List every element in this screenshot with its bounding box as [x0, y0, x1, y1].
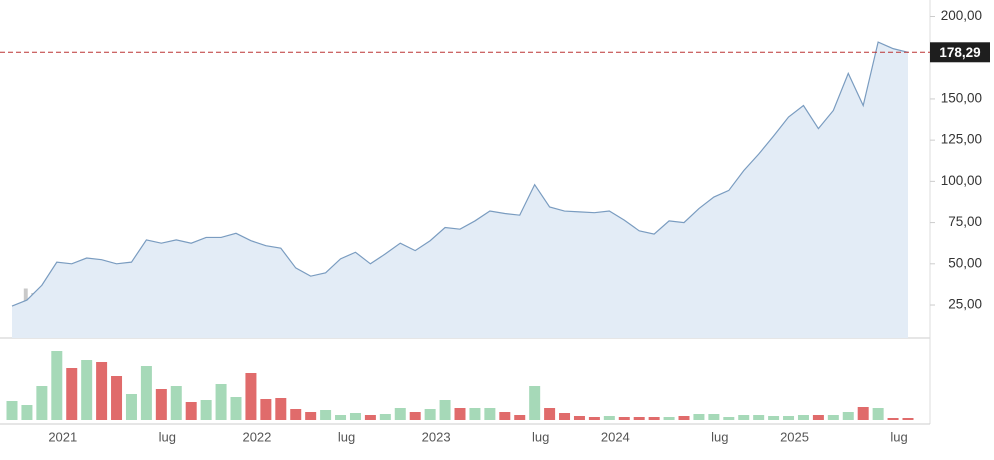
volume-bar [81, 360, 93, 420]
x-tick-label: lug [711, 429, 728, 444]
y-tick-label: 75,00 [948, 214, 982, 229]
volume-bar [469, 408, 481, 420]
volume-bar [230, 397, 242, 420]
volume-bar [349, 413, 361, 420]
x-tick-label: 2023 [422, 429, 451, 444]
x-tick-label: lug [338, 429, 355, 444]
volume-bar [857, 407, 869, 420]
volume-bar [783, 416, 795, 420]
volume-bar [454, 408, 466, 420]
volume-bar [379, 414, 391, 420]
volume-bar [409, 412, 421, 420]
y-tick-label: 125,00 [941, 132, 982, 147]
volume-bar [708, 414, 720, 420]
volume-bar [125, 394, 137, 420]
volume-bar [902, 418, 914, 420]
volume-bar [394, 408, 406, 420]
volume-bar [245, 373, 257, 420]
volume-bar [514, 415, 526, 420]
y-tick-label: 25,00 [948, 297, 982, 312]
x-tick-label: lug [532, 429, 549, 444]
volume-bar [797, 415, 809, 420]
volume-bar [723, 417, 735, 420]
volume-bar [185, 402, 197, 420]
volume-bar [6, 401, 18, 420]
volume-bar [872, 408, 884, 420]
volume-bar [111, 376, 123, 420]
volume-bar [215, 384, 227, 420]
volume-bar [439, 400, 451, 420]
volume-bar [887, 418, 899, 420]
volume-bar [529, 386, 541, 420]
volume-bar [499, 412, 511, 420]
y-tick-label: 100,00 [941, 173, 982, 188]
volume-bar [678, 416, 690, 420]
y-tick-label: 50,00 [948, 255, 982, 270]
price-line [11, 41, 909, 307]
x-tick-label: 2021 [48, 429, 77, 444]
volume-bar [66, 368, 78, 420]
volume-bar [364, 415, 376, 420]
volume-bar [812, 415, 824, 420]
volume-bar [573, 416, 585, 420]
volume-bar [753, 415, 765, 420]
volume-bar [155, 389, 167, 420]
volume-bar [633, 417, 645, 420]
volume-bar [588, 417, 600, 420]
volume-bar [768, 416, 780, 420]
volume-bar [36, 386, 48, 420]
volume-bar [618, 417, 630, 420]
volume-bar [484, 408, 496, 420]
x-tick-label: 2025 [780, 429, 809, 444]
x-tick-label: lug [159, 429, 176, 444]
volume-bar [51, 351, 63, 420]
volume-bar [96, 362, 108, 420]
volume-bar [663, 417, 675, 420]
x-tick-label: lug [890, 429, 907, 444]
volume-bar [320, 410, 332, 420]
volume-bar [648, 417, 660, 420]
volume-bar [305, 412, 317, 420]
volume-bar [827, 415, 839, 420]
volume-bar [842, 412, 854, 420]
volume-bar [260, 399, 272, 420]
volume-bar [290, 409, 302, 420]
volume-bar [200, 400, 212, 420]
volume-bar [693, 414, 705, 420]
volume-bar [738, 415, 750, 420]
x-tick-label: 2024 [601, 429, 630, 444]
volume-bar [603, 416, 615, 420]
volume-bar [275, 398, 287, 420]
volume-bar [544, 408, 556, 420]
volume-bar [21, 405, 33, 420]
y-tick-label: 200,00 [941, 8, 982, 23]
volume-bar [170, 386, 182, 420]
x-tick-label: 2022 [242, 429, 271, 444]
y-tick-label: 150,00 [941, 90, 982, 105]
volume-bar [140, 366, 152, 420]
last-price-tag [930, 42, 990, 63]
price-area [12, 42, 908, 338]
last-price-label: 178,29 [939, 45, 980, 60]
volume-bar [559, 413, 571, 420]
volume-bar [335, 415, 347, 420]
volume-bar [424, 409, 436, 420]
